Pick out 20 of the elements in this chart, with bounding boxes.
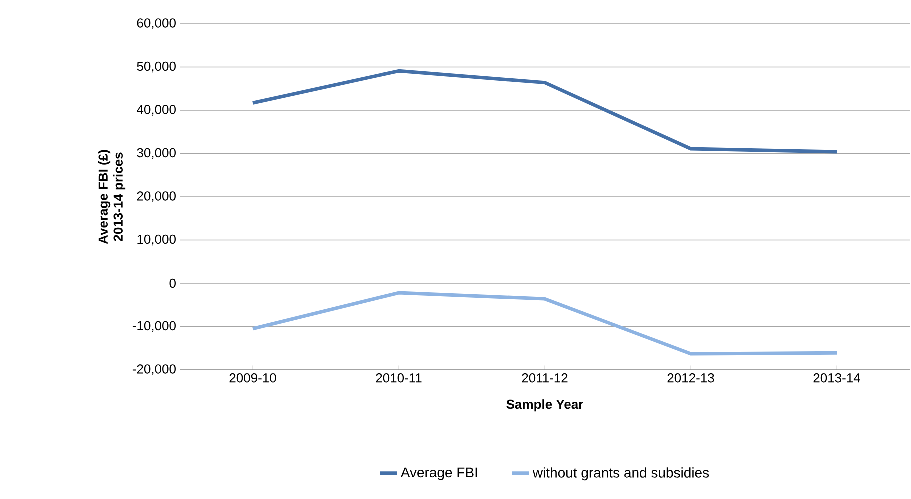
x-tick-label: 2013-14 xyxy=(814,374,860,383)
x-axis-title: Sample Year xyxy=(506,400,584,412)
y-tick-label: 10,000 xyxy=(138,234,176,246)
legend-label: without grants and subsidies xyxy=(532,468,710,481)
y-tick-label: 60,000 xyxy=(137,18,176,30)
y-axis-title: Average FBI (£) 2013-14 prices xyxy=(98,150,126,244)
line-series xyxy=(251,69,839,154)
y-tick-label: 40,000 xyxy=(137,105,176,116)
y-tick-label: 50,000 xyxy=(137,62,176,73)
y-tick-label: 20,000 xyxy=(137,192,176,202)
y-tick-label: 30,000 xyxy=(137,148,176,160)
y-tick-label: 0 xyxy=(170,278,176,288)
x-tick-label: 2009-10 xyxy=(230,374,276,383)
y-tick-label: -10,000 xyxy=(132,321,176,332)
legend-label: Average FBI xyxy=(400,468,478,480)
x-tick-label: 2010-11 xyxy=(376,374,422,383)
y-tick-label: -20,000 xyxy=(132,364,176,376)
line-series xyxy=(251,291,839,356)
x-tick-label: 2012-13 xyxy=(668,374,714,383)
x-tick-label: 2011-12 xyxy=(522,374,568,383)
